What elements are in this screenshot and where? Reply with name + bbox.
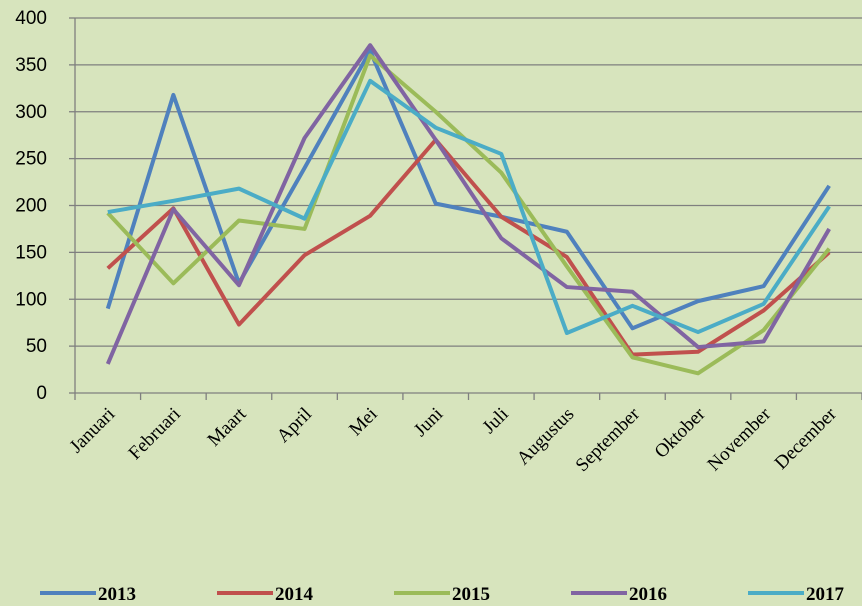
y-tick-label: 150: [15, 242, 47, 263]
y-tick-label: 250: [15, 149, 47, 170]
legend-label: 2017: [806, 584, 845, 605]
series-line: [107, 78, 831, 335]
y-tick-label: 350: [15, 55, 47, 76]
y-tick-label: 0: [36, 383, 47, 404]
y-tick-label: 200: [15, 196, 47, 217]
legend-label: 2014: [275, 584, 314, 605]
legend-label: 2015: [452, 584, 490, 605]
y-tick-label: 300: [15, 102, 47, 123]
y-tick-label: 50: [26, 336, 47, 357]
legend-label: 2016: [629, 584, 667, 605]
legend-label: 2013: [98, 584, 136, 605]
y-tick-label: 100: [15, 289, 47, 310]
y-tick-label: 400: [15, 8, 47, 29]
series-line: [105, 48, 831, 331]
series-line: [105, 43, 831, 365]
